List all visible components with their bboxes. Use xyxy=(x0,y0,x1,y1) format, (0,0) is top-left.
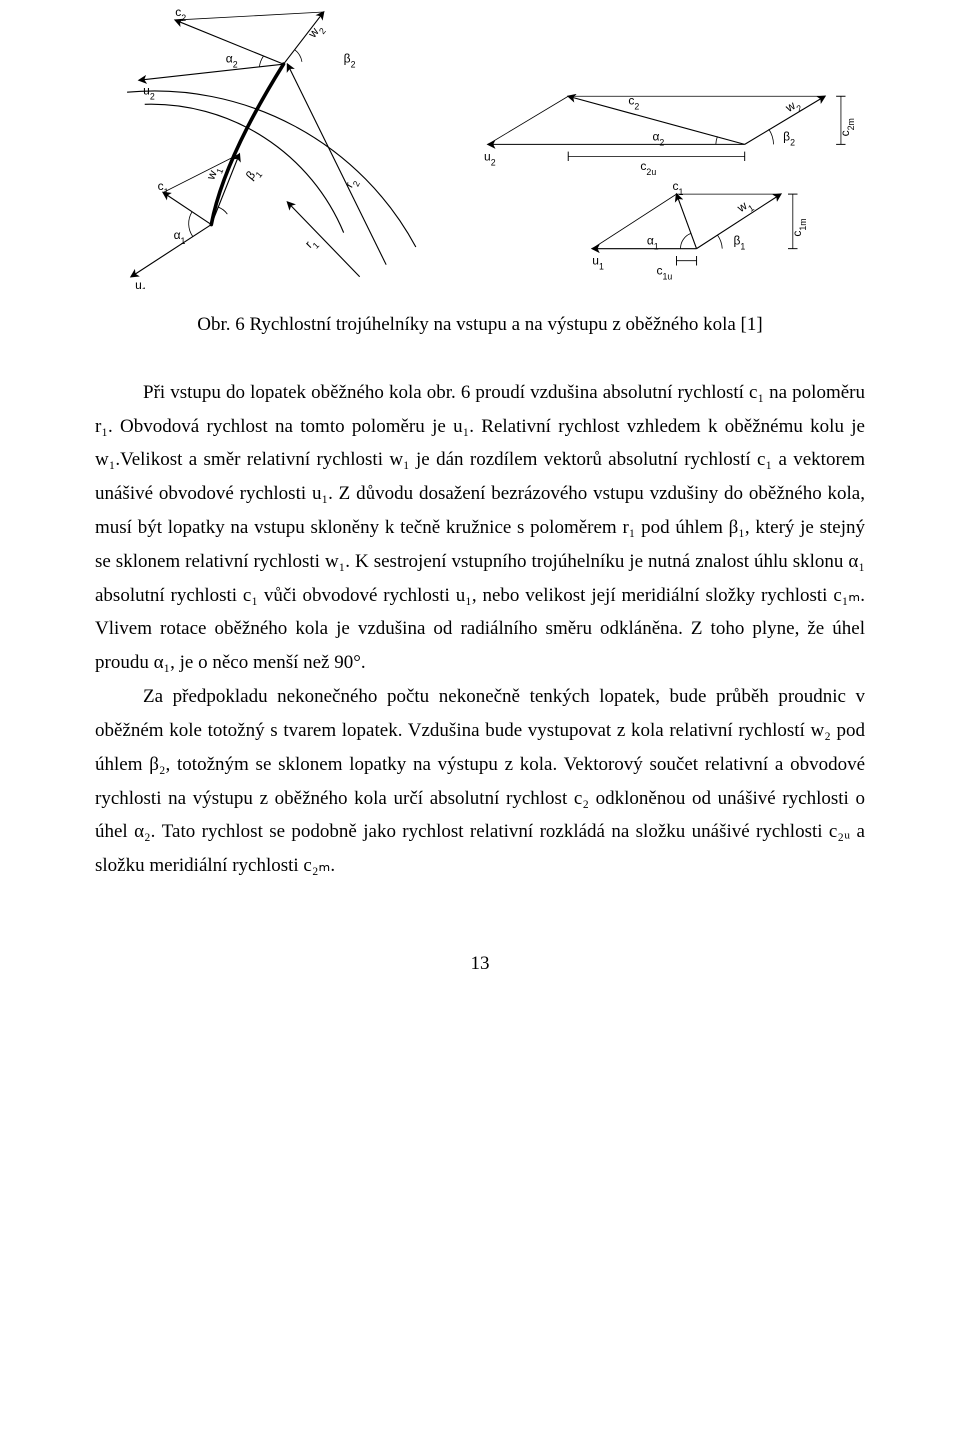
svg-text:β2: β2 xyxy=(344,52,356,70)
paragraph-1: Při vstupu do lopatek oběžného kola obr.… xyxy=(95,376,865,680)
svg-text:β2: β2 xyxy=(783,129,795,147)
figure-caption: Obr. 6 Rychlostní trojúhelníky na vstupu… xyxy=(95,314,865,336)
svg-text:α2: α2 xyxy=(226,52,238,70)
svg-text:u2: u2 xyxy=(143,84,155,102)
svg-text:u2: u2 xyxy=(484,149,496,167)
svg-text:u1: u1 xyxy=(135,278,147,289)
svg-text:β1: β1 xyxy=(733,234,745,252)
svg-text:r1: r1 xyxy=(302,235,321,254)
paragraph-2: Za předpokladu nekonečného počtu nekoneč… xyxy=(95,680,865,883)
svg-text:c1u: c1u xyxy=(656,263,672,281)
page-number: 13 xyxy=(95,953,865,975)
svg-text:u1: u1 xyxy=(592,254,604,272)
svg-text:α1: α1 xyxy=(174,228,186,246)
svg-text:c2u: c2u xyxy=(640,159,656,177)
svg-text:w1: w1 xyxy=(734,196,756,219)
right-top-diagram: u2 c2u c2 w2 α2 β2 xyxy=(484,93,856,177)
right-bottom-diagram: u1 c1u c1 w1 α1 β1 xyxy=(592,179,808,281)
svg-text:w2: w2 xyxy=(305,21,328,44)
svg-text:β1: β1 xyxy=(243,164,264,185)
body-text: Při vstupu do lopatek oběžného kola obr.… xyxy=(95,376,865,883)
svg-text:c1: c1 xyxy=(158,179,169,197)
figure-6: r1 r2 u2 c2 w2 α2 xyxy=(95,0,865,336)
left-diagram: r1 r2 u2 c2 w2 α2 xyxy=(127,5,416,289)
svg-text:r2: r2 xyxy=(342,175,362,191)
velocity-triangles-svg: r1 r2 u2 c2 w2 α2 xyxy=(95,0,865,289)
